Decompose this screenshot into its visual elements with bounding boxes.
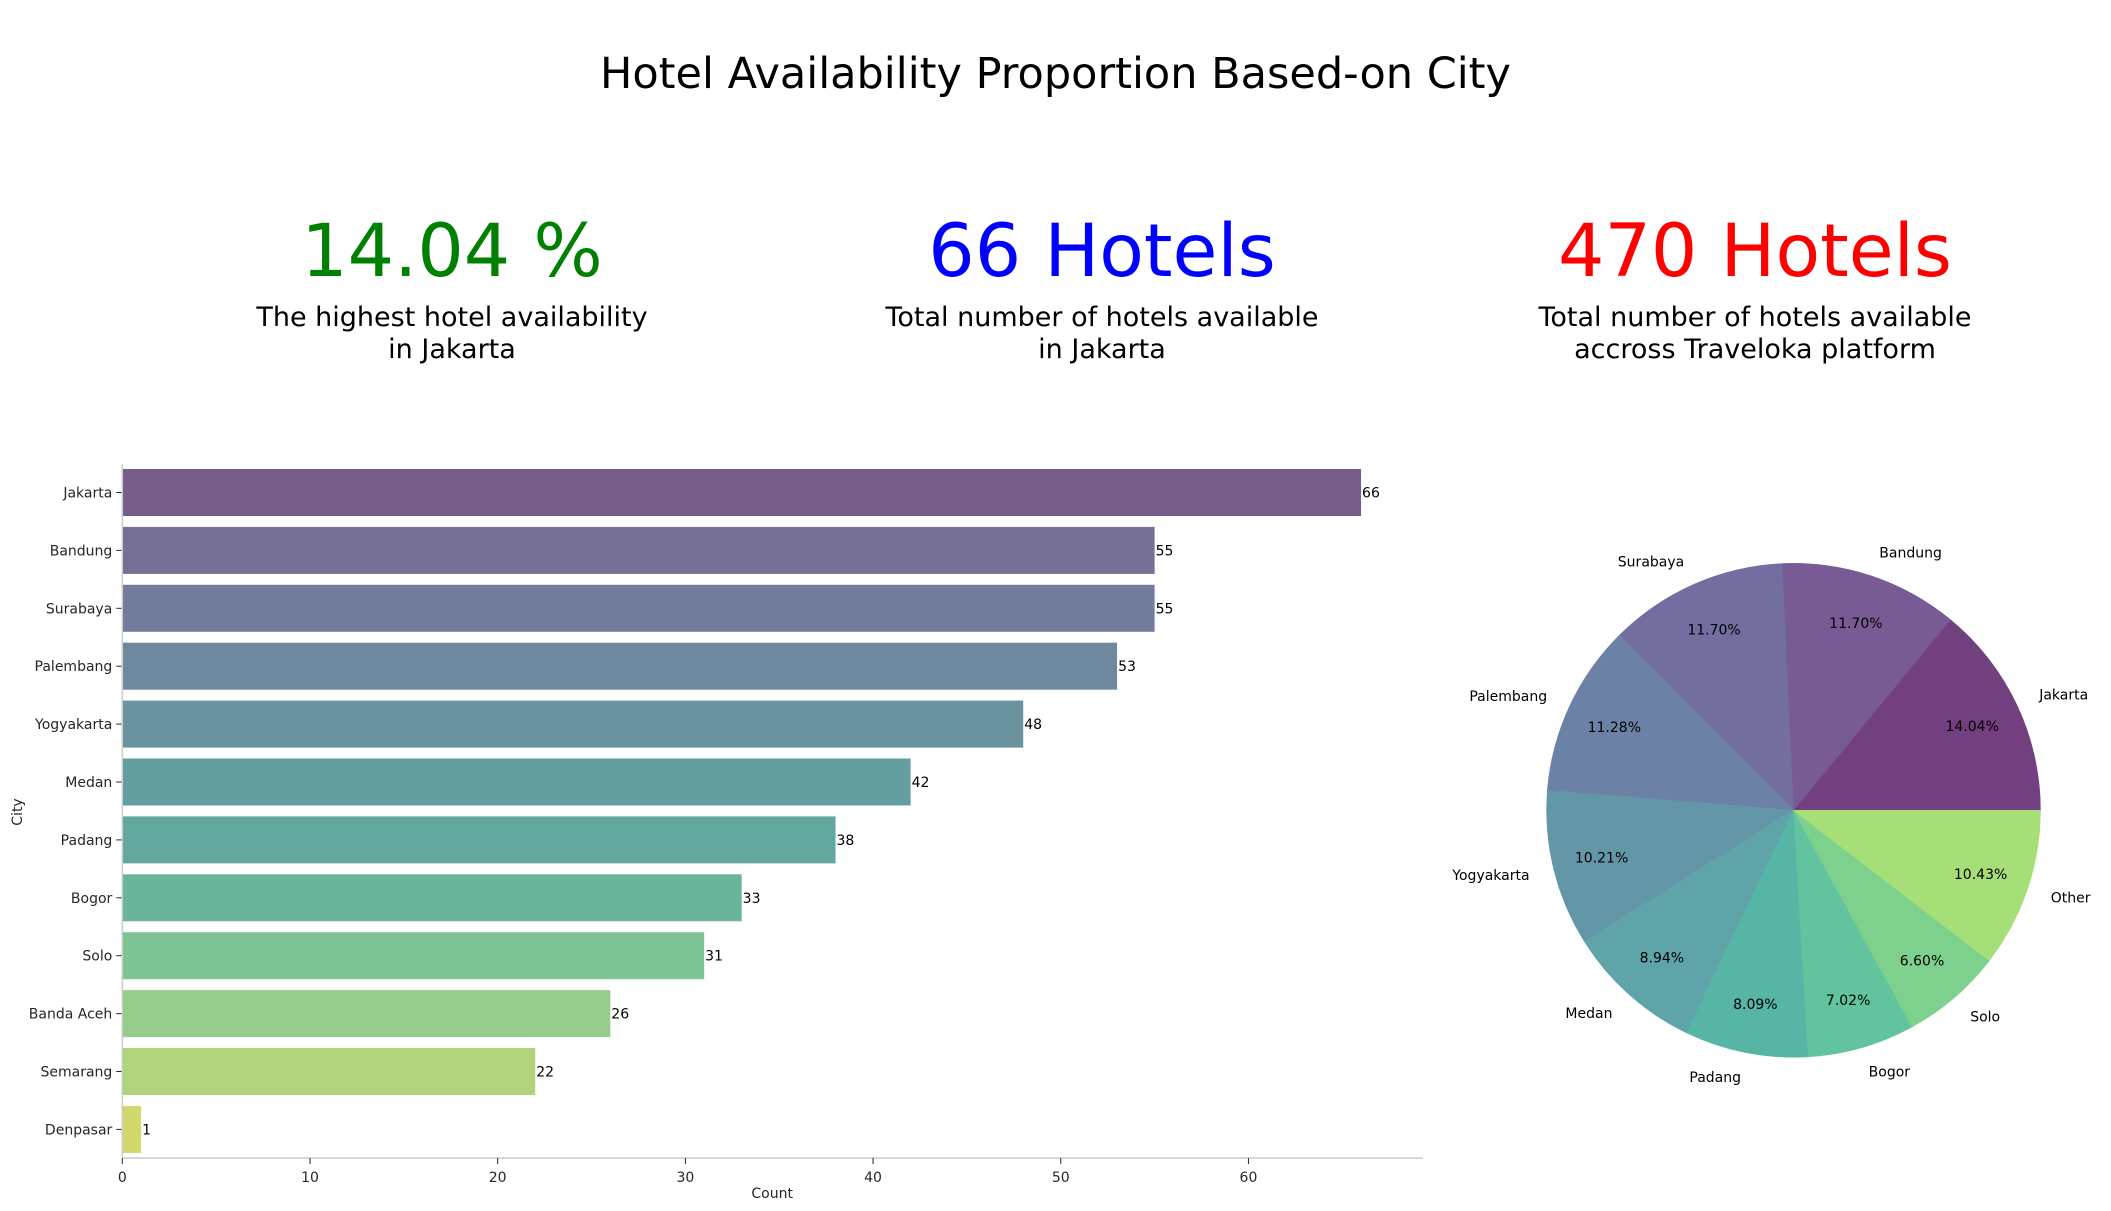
bar-value-label: 38 [837,833,855,849]
kpi-value: 66 Hotels [928,209,1276,294]
bar-value-label: 66 [1362,486,1380,502]
pie-category-label: Yogyakarta [1451,868,1529,884]
bar-jakarta: 66 Jakarta [62,469,1380,516]
pie-category-label: Padang [1689,1070,1741,1086]
bar-chart: 66 Jakarta 55 Bandung 55 Surabaya 53 Palembang 4… [10,464,1423,1202]
pie-percent-label: 7.02% [1826,993,1870,1009]
x-tick-label: 30 [676,1170,694,1186]
bar-value-label: 31 [705,949,723,965]
y-tick-label: Yogyakarta [34,717,112,733]
y-tick-label: Banda Aceh [29,1007,113,1023]
bar-bogor: 33 Bogor [71,874,761,922]
y-tick-label: Bogor [71,891,113,907]
pie-slice-yogyakarta: 10.21% Yogyakarta [1451,790,1795,942]
y-tick-label: Solo [82,949,112,965]
pie-slice-other: 10.43% Other [1792,810,2091,962]
pie-percent-label: 11.70% [1829,616,1882,632]
pie-percent-label: 11.70% [1687,622,1740,638]
bar-surabaya: 55 Surabaya [46,584,1174,632]
bar-value-label: 1 [142,1122,151,1138]
bar-solo: 31 Solo [82,932,723,980]
pie-slice-padang: 8.09% Padang [1686,809,1809,1086]
pie-slice-surabaya: 11.70% Surabaya [1618,555,1794,811]
pie-category-label: Surabaya [1618,555,1684,571]
y-tick-label: Denpasar [45,1122,113,1138]
x-tick-label: 10 [301,1170,319,1186]
y-tick-label: Semarang [40,1065,112,1081]
pie-category-label: Palembang [1469,689,1547,705]
y-tick-label: Bandung [50,543,113,559]
pie-percent-label: 10.21% [1575,850,1628,866]
x-tick-label: 50 [1052,1170,1070,1186]
y-tick-label: Surabaya [46,601,112,617]
x-tick-label: 0 [118,1170,127,1186]
kpi-description: Total number of hotels available accross… [1538,302,1972,365]
kpi-total-hotels: 470 Hotels Total number of hotels availa… [1455,212,2055,366]
bar-value-label: 33 [743,891,761,907]
figure-title: Hotel Availability Proportion Based-on C… [600,49,1511,99]
y-tick-label: Palembang [35,659,113,675]
x-axis-label: Count [751,1186,793,1202]
pie-slice-bogor: 7.02% Bogor [1793,810,1913,1080]
pie-category-label: Solo [1970,1010,2000,1026]
pie-percent-label: 14.04% [1945,719,1998,735]
kpi-value: 470 Hotels [1558,209,1952,294]
bar-semarang: 22 Semarang [40,1048,554,1095]
pie-percent-label: 8.09% [1733,997,1777,1013]
x-tick-label: 20 [489,1170,507,1186]
kpi-jakarta-hotels: 66 Hotels Total number of hotels availab… [802,212,1402,366]
pie-category-label: Other [2051,891,2091,907]
bar-yogyakarta: 48 Yogyakarta [34,700,1042,748]
bar-value-label: 42 [912,775,930,791]
kpi-description: Total number of hotels available in Jaka… [885,302,1319,365]
pie-slice-palembang: 11.28% Palembang [1469,634,1795,811]
pie-slice-jakarta: 14.04% Jakarta [1792,619,2088,811]
kpi-value: 14.04 % [301,209,603,294]
x-tick-label: 40 [864,1170,882,1186]
bar-padang: 38 Padang [61,816,855,864]
bar-value-label: 55 [1156,543,1174,559]
bar-value-label: 55 [1156,601,1174,617]
y-tick-label: Medan [65,775,112,791]
bar-value-label: 48 [1024,717,1042,733]
pie-percent-label: 6.60% [1900,953,1944,969]
pie-percent-label: 10.43% [1954,867,2007,883]
pie-category-label: Medan [1565,1006,1612,1022]
x-tick-label: 60 [1240,1170,1258,1186]
pie-slice-bandung: 11.70% Bandung [1781,545,1951,811]
pie-slice-medan: 8.94% Medan [1565,809,1795,1034]
bar-denpasar: 1 Denpasar [45,1105,151,1153]
bar-value-label: 26 [611,1007,629,1023]
pie-percent-label: 8.94% [1640,951,1684,967]
y-tick-label: Padang [61,833,113,849]
y-axis-label: City [10,798,26,825]
bar-bandung: 55 Bandung [50,526,1174,574]
pie-category-label: Jakarta [2038,687,2088,703]
kpi-description: The highest hotel availability in Jakart… [256,302,648,365]
pie-category-label: Bogor [1869,1064,1911,1080]
bar-value-label: 53 [1118,659,1136,675]
bar-value-label: 22 [536,1065,554,1081]
pie-category-label: Bandung [1879,545,1942,561]
bar-medan: 42 Medan [65,758,930,806]
bar-palembang: 53 Palembang [35,642,1136,690]
kpi-highest-availability: 14.04 % The highest hotel availability i… [152,212,752,366]
pie-percent-label: 11.28% [1588,720,1641,736]
bar-banda-aceh: 26 Banda Aceh [29,990,629,1038]
y-tick-label: Jakarta [62,486,112,502]
pie-slice-solo: 6.60% Solo [1793,810,2000,1028]
